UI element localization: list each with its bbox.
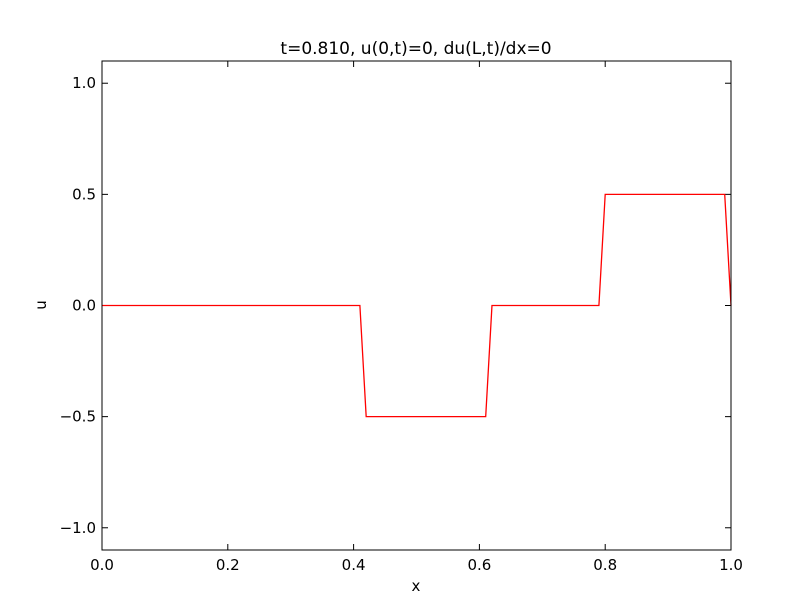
series-line <box>102 193 732 418</box>
plot-frame <box>101 60 732 551</box>
y-tick-label: 0.5 <box>72 185 96 203</box>
y-tick-label: −1.0 <box>60 519 96 537</box>
y-tick-label: −0.5 <box>60 408 96 426</box>
chart-title: t=0.810, u(0,t)=0, du(L,t)/dx=0 <box>280 39 551 59</box>
y-tick-label: 0.0 <box>72 297 96 315</box>
tick-layer: 0.0 0.2 0.4 0.6 0.8 1.0 −1.0 −0.5 0.0 0.5 1.0 <box>60 61 743 574</box>
x-tick-label: 0.8 <box>593 556 617 574</box>
x-tick-label: 0.0 <box>90 556 114 574</box>
x-tick-label: 0.2 <box>216 556 240 574</box>
y-tick-label: 1.0 <box>72 74 96 92</box>
y-axis-label: u <box>32 300 50 310</box>
x-axis-label: x <box>412 577 421 595</box>
x-tick-label: 0.4 <box>342 556 366 574</box>
x-tick-label: 1.0 <box>719 556 743 574</box>
x-tick-label: 0.6 <box>467 556 491 574</box>
